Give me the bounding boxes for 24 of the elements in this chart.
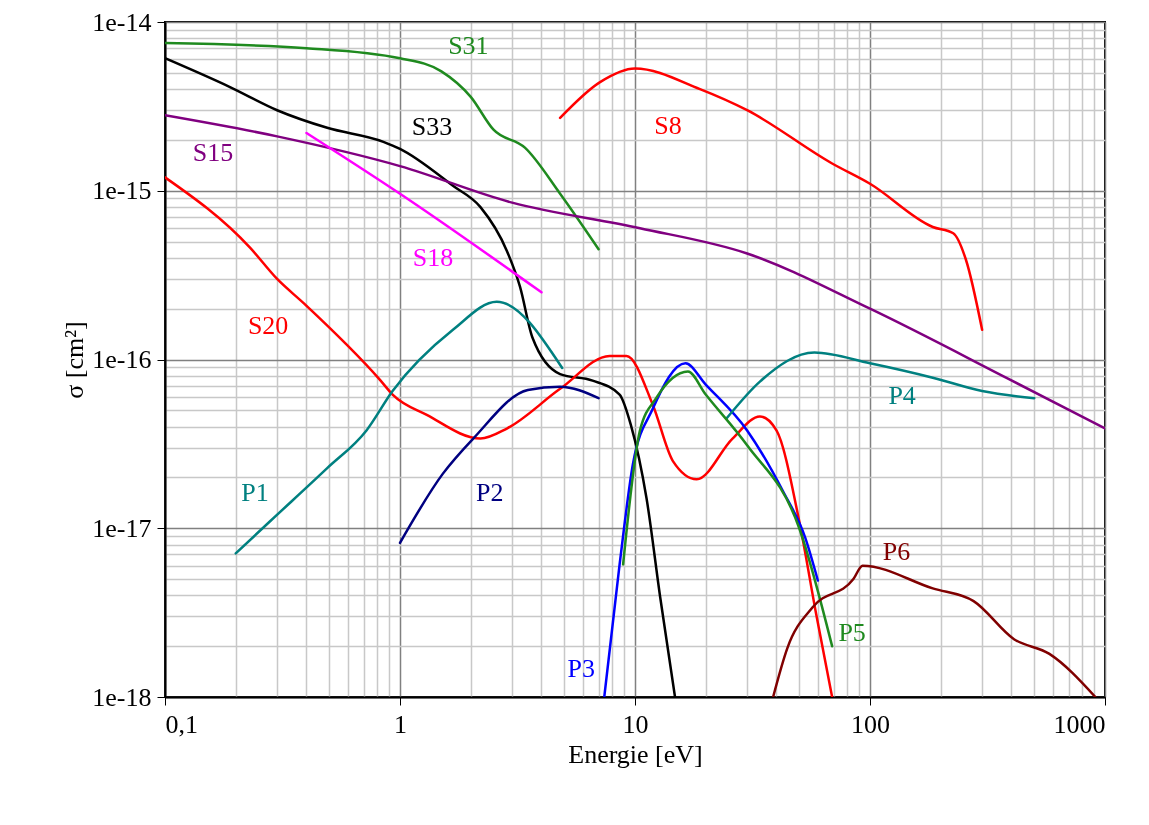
series-label: P5 (838, 618, 866, 648)
series-label: S15 (192, 138, 234, 168)
x-tick-label: 100 (851, 709, 890, 739)
y-tick-label: 1e-15 (92, 176, 152, 206)
x-tick-label: 1 (394, 709, 407, 739)
y-tick-label: 1e-14 (92, 7, 152, 37)
series-label: P3 (567, 654, 595, 683)
series-label: P1 (241, 478, 269, 508)
series-label: S18 (412, 242, 454, 272)
y-tick-label: 1e-17 (92, 513, 152, 543)
series-label: P2 (476, 477, 504, 507)
series-label: S31 (448, 31, 489, 61)
x-axis-title: Energie [eV] (568, 739, 703, 769)
x-tick-label: 10 (622, 709, 649, 739)
series-label: S20 (247, 310, 289, 340)
series-label: P4 (888, 381, 916, 411)
x-tick-label: 0,1 (165, 709, 198, 739)
y-tick-label: 1e-18 (92, 682, 152, 712)
y-tick-label: 1e-16 (92, 345, 152, 374)
series-label: P6 (882, 536, 911, 566)
series-label: S33 (411, 111, 453, 141)
x-tick-label: 1000 (1053, 709, 1106, 739)
y-axis-title: σ [cm²] (60, 321, 90, 399)
series-label: S8 (654, 110, 682, 140)
